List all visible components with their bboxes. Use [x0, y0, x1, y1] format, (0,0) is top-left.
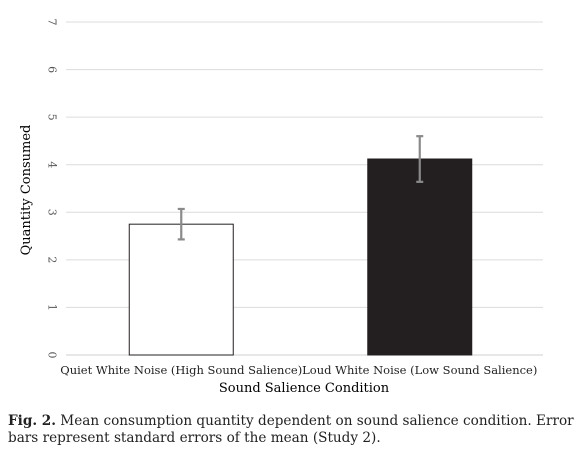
- caption-text: Mean consumption quantity dependent on s…: [8, 413, 574, 446]
- y-tick-label: 5: [46, 114, 59, 121]
- y-axis-label: Quantity Consumed: [19, 125, 34, 256]
- error-bar: [177, 207, 185, 241]
- figure-label: Fig. 2.: [8, 413, 56, 429]
- bar: [128, 223, 234, 356]
- y-tick-label: 7: [46, 19, 59, 26]
- y-tick-label: 6: [46, 66, 59, 73]
- x-tick-label: Loud White Noise (Low Sound Salience): [302, 363, 537, 377]
- y-tick-label: 3: [46, 209, 59, 216]
- x-axis-label: Sound Salience Condition: [219, 381, 390, 396]
- x-axis-ticks: Quiet White Noise (High Sound Salience) L…: [60, 363, 537, 377]
- bar-chart: 0 1 2 3 4 5 6 7 Quiet White Noise (High Sound S…: [19, 19, 543, 396]
- y-tick-label: 1: [46, 304, 59, 311]
- figure-caption: Fig. 2. Mean consumption quantity depend…: [8, 413, 580, 447]
- error-bars: [177, 135, 424, 241]
- bars: [128, 158, 473, 356]
- y-tick-label: 0: [46, 352, 59, 359]
- y-tick-label: 2: [46, 256, 59, 263]
- y-axis-ticks: 0 1 2 3 4 5 6 7: [46, 19, 59, 359]
- y-tick-label: 4: [46, 161, 59, 168]
- bar: [367, 158, 473, 356]
- error-bar: [416, 135, 424, 183]
- x-tick-label: Quiet White Noise (High Sound Salience): [60, 363, 302, 377]
